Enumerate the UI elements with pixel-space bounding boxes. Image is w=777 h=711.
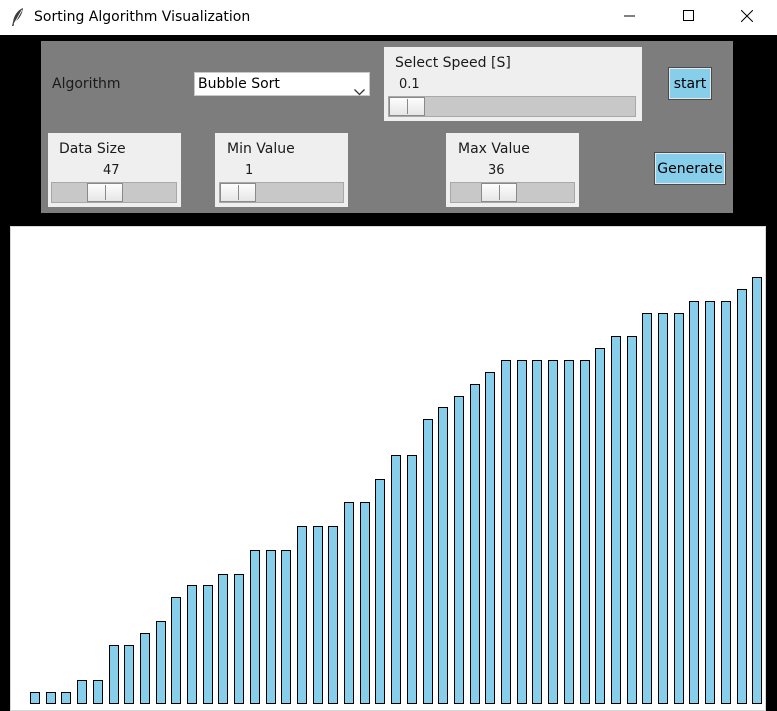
close-icon (741, 10, 753, 22)
max-value-slider[interactable] (450, 182, 575, 203)
data-bar (580, 360, 590, 704)
data-size-slider[interactable] (51, 182, 177, 203)
speed-slider-thumb[interactable] (389, 97, 425, 116)
speed-label: Select Speed [S] (395, 55, 511, 71)
data-bar (737, 289, 747, 704)
data-bar (360, 502, 370, 704)
data-bar (627, 336, 637, 704)
close-button[interactable] (724, 0, 770, 32)
data-bar (250, 550, 260, 704)
generate-button[interactable]: Generate (654, 152, 726, 185)
data-bar (548, 360, 558, 704)
data-size-value: 47 (103, 163, 120, 178)
data-bar (171, 597, 181, 704)
minimize-icon (624, 15, 635, 17)
data-bar (328, 526, 338, 704)
data-bar (721, 301, 731, 704)
data-bar (407, 455, 417, 704)
data-bar (532, 360, 542, 704)
data-bar (485, 372, 495, 704)
algorithm-selected-value: Bubble Sort (198, 76, 280, 92)
max-value-slider-thumb[interactable] (481, 183, 517, 202)
chevron-down-icon (354, 81, 365, 100)
data-size-scale: Data Size 47 (48, 133, 181, 207)
data-bar (501, 360, 511, 704)
max-value-label: Max Value (458, 141, 530, 157)
data-bar (218, 574, 228, 704)
data-bar (203, 585, 213, 704)
control-panel: Algorithm Bubble Sort Select Speed [S] 0… (41, 41, 733, 213)
min-value-value: 1 (245, 163, 254, 178)
data-bar (281, 550, 291, 704)
data-bar (93, 680, 103, 704)
speed-scale: Select Speed [S] 0.1 (384, 47, 642, 121)
data-bar (642, 313, 652, 704)
min-value-slider[interactable] (219, 182, 344, 203)
data-bar (689, 301, 699, 704)
data-bar (470, 384, 480, 704)
data-size-slider-thumb[interactable] (87, 183, 123, 202)
maximize-icon (683, 10, 694, 21)
data-bar (674, 313, 684, 704)
data-bar (77, 680, 87, 704)
data-bar (30, 692, 40, 704)
title-bar: Sorting Algorithm Visualization (0, 0, 777, 35)
data-bar (595, 348, 605, 704)
data-bar (313, 526, 323, 704)
data-bar (611, 336, 621, 704)
data-bar (423, 419, 433, 704)
data-bar (438, 407, 448, 704)
algorithm-select[interactable]: Bubble Sort (194, 72, 370, 96)
data-bar (46, 692, 56, 704)
data-bar (266, 550, 276, 704)
data-bar (391, 455, 401, 704)
data-bar (705, 301, 715, 704)
data-bar (454, 396, 464, 704)
data-bar (187, 585, 197, 704)
max-value-scale: Max Value 36 (446, 133, 579, 207)
data-bar (752, 277, 762, 704)
data-bar (61, 692, 71, 704)
start-button[interactable]: start (668, 67, 712, 100)
data-size-label: Data Size (59, 141, 126, 157)
speed-value: 0.1 (399, 77, 420, 92)
maximize-button[interactable] (666, 0, 712, 32)
data-bar (234, 574, 244, 704)
visualization-canvas (10, 226, 766, 711)
algorithm-label: Algorithm (52, 76, 121, 92)
data-bar (344, 502, 354, 704)
data-bar (124, 645, 134, 704)
data-bar (564, 360, 574, 704)
data-bar (297, 526, 307, 704)
min-value-slider-thumb[interactable] (220, 183, 256, 202)
feather-icon (10, 7, 26, 27)
minimize-button[interactable] (607, 0, 653, 32)
min-value-scale: Min Value 1 (215, 133, 348, 207)
window-title: Sorting Algorithm Visualization (34, 9, 251, 25)
data-bar (156, 621, 166, 704)
data-bar (517, 360, 527, 704)
speed-slider[interactable] (388, 96, 636, 117)
data-bar (375, 479, 385, 704)
min-value-label: Min Value (227, 141, 295, 157)
data-bar (658, 313, 668, 704)
max-value-value: 36 (488, 163, 505, 178)
data-bar (140, 633, 150, 704)
data-bar (109, 645, 119, 704)
